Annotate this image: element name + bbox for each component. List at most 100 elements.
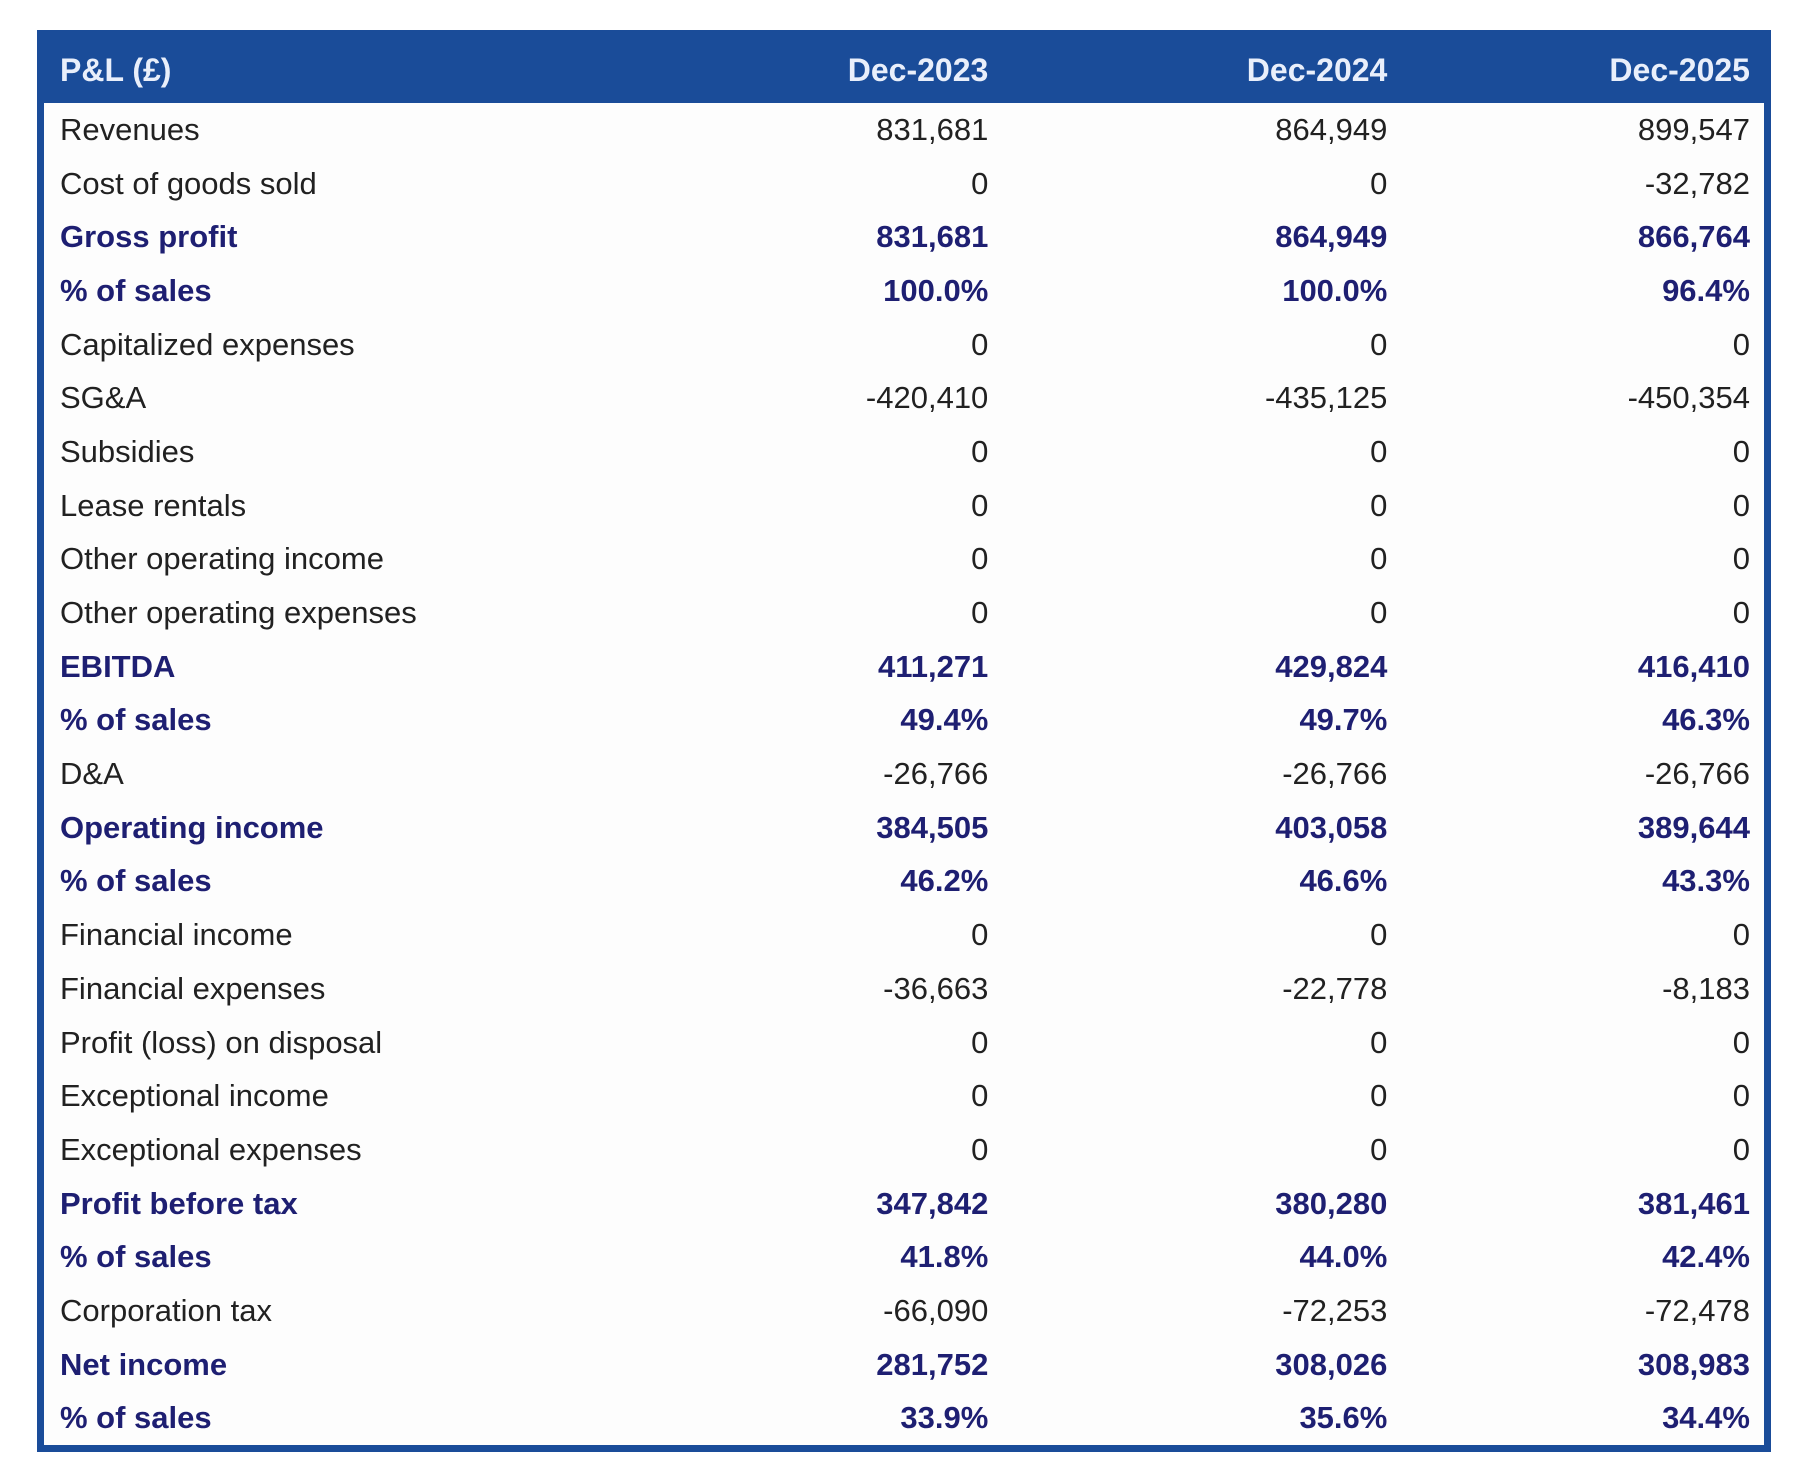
row-label: Financial income (60, 917, 293, 953)
cell-dec-2024: 0 (1370, 1078, 1388, 1114)
cell-dec-2024: -22,778 (1282, 970, 1388, 1006)
cell-dec-2024: 100.0% (1282, 272, 1388, 308)
row-label: EBITDA (60, 648, 176, 684)
cell-dec-2025: 0 (1732, 595, 1750, 631)
cell-dec-2023: 0 (971, 433, 989, 469)
cell-dec-2023: 384,505 (876, 809, 989, 845)
cell-dec-2024: 0 (1370, 1131, 1388, 1167)
cell-dec-2024: 864,949 (1275, 111, 1388, 147)
table-row: Corporation tax -66,090 -72,253 -72,478 (44, 1284, 1764, 1338)
cell-dec-2024: 864,949 (1275, 219, 1388, 255)
cell-dec-2023: -420,410 (865, 380, 989, 416)
row-label: Exceptional expenses (60, 1131, 362, 1167)
row-label: % of sales (60, 1239, 212, 1275)
row-label: Operating income (60, 809, 324, 845)
table-row: Financial expenses -36,663 -22,778 -8,18… (44, 962, 1764, 1016)
table-row: Profit (loss) on disposal 0 0 0 (44, 1016, 1764, 1070)
cell-dec-2023: 0 (971, 487, 989, 523)
table-row: % of sales 41.8% 44.0% 42.4% (44, 1230, 1764, 1284)
table-row: EBITDA 411,271 429,824 416,410 (44, 640, 1764, 694)
table-row: Other operating income 0 0 0 (44, 533, 1764, 587)
row-label: Financial expenses (60, 970, 326, 1006)
cell-dec-2025: 416,410 (1637, 648, 1750, 684)
cell-dec-2025: 0 (1732, 1078, 1750, 1114)
row-label: Other operating income (60, 541, 384, 577)
table-row: Lease rentals 0 0 0 (44, 479, 1764, 533)
row-label: Cost of goods sold (60, 165, 317, 201)
cell-dec-2023: 0 (971, 595, 989, 631)
cell-dec-2025: 0 (1732, 433, 1750, 469)
table-row: Exceptional income 0 0 0 (44, 1069, 1764, 1123)
table-row: % of sales 49.4% 49.7% 46.3% (44, 694, 1764, 748)
cell-dec-2025: -8,183 (1662, 970, 1750, 1006)
cell-dec-2023: 0 (971, 1024, 989, 1060)
cell-dec-2024: 0 (1370, 541, 1388, 577)
table-row: D&A -26,766 -26,766 -26,766 (44, 747, 1764, 801)
cell-dec-2023: 0 (971, 165, 989, 201)
row-label: % of sales (60, 702, 212, 738)
cell-dec-2025: 899,547 (1637, 111, 1750, 147)
row-label: Profit before tax (60, 1185, 298, 1221)
table-row: Revenues 831,681 864,949 899,547 (44, 103, 1764, 157)
table-row: % of sales 46.2% 46.6% 43.3% (44, 855, 1764, 909)
cell-dec-2025: 0 (1732, 1024, 1750, 1060)
row-label: Gross profit (60, 219, 238, 255)
cell-dec-2023: 0 (971, 1078, 989, 1114)
cell-dec-2024: 0 (1370, 433, 1388, 469)
row-label: Exceptional income (60, 1078, 329, 1114)
row-label: Net income (60, 1346, 228, 1382)
cell-dec-2025: 389,644 (1637, 809, 1750, 845)
cell-dec-2025: -32,782 (1644, 165, 1750, 201)
table-row: Exceptional expenses 0 0 0 (44, 1123, 1764, 1177)
cell-dec-2024: 0 (1370, 1024, 1388, 1060)
cell-dec-2023: 831,681 (876, 111, 989, 147)
cell-dec-2023: 347,842 (876, 1185, 989, 1221)
table-row: % of sales 33.9% 35.6% 34.4% (44, 1392, 1764, 1446)
cell-dec-2023: -36,663 (883, 970, 989, 1006)
cell-dec-2024: 49.7% (1299, 702, 1388, 738)
table-row: Net income 281,752 308,026 308,983 (44, 1338, 1764, 1392)
table-row: Other operating expenses 0 0 0 (44, 586, 1764, 640)
cell-dec-2023: 0 (971, 917, 989, 953)
cell-dec-2023: 33.9% (900, 1400, 989, 1436)
cell-dec-2024: 380,280 (1275, 1185, 1388, 1221)
cell-dec-2024: 308,026 (1275, 1346, 1388, 1382)
cell-dec-2023: 49.4% (900, 702, 989, 738)
cell-dec-2024: 403,058 (1275, 809, 1388, 845)
cell-dec-2023: 0 (971, 541, 989, 577)
cell-dec-2025: 43.3% (1662, 863, 1750, 899)
row-label: % of sales (60, 272, 212, 308)
cell-dec-2025: 866,764 (1637, 219, 1750, 255)
table-row: Financial income 0 0 0 (44, 908, 1764, 962)
table-row: Capitalized expenses 0 0 0 (44, 318, 1764, 372)
header-col-dec-2023: Dec-2023 (847, 51, 989, 88)
cell-dec-2023: 100.0% (883, 272, 989, 308)
cell-dec-2025: 308,983 (1637, 1346, 1750, 1382)
row-label: Subsidies (60, 433, 195, 469)
cell-dec-2024: 429,824 (1275, 648, 1388, 684)
cell-dec-2025: -26,766 (1644, 756, 1750, 792)
cell-dec-2024: 0 (1370, 487, 1388, 523)
cell-dec-2023: -26,766 (883, 756, 989, 792)
cell-dec-2023: 41.8% (900, 1239, 989, 1275)
cell-dec-2025: 34.4% (1662, 1400, 1750, 1436)
cell-dec-2023: 831,681 (876, 219, 989, 255)
cell-dec-2024: 0 (1370, 595, 1388, 631)
cell-dec-2023: 0 (971, 326, 989, 362)
table-row: Cost of goods sold 0 0 -32,782 (44, 157, 1764, 211)
cell-dec-2023: 0 (971, 1131, 989, 1167)
row-label: Lease rentals (60, 487, 247, 523)
cell-dec-2025: 0 (1732, 326, 1750, 362)
cell-dec-2024: 0 (1370, 326, 1388, 362)
cell-dec-2024: 44.0% (1299, 1239, 1388, 1275)
cell-dec-2023: -66,090 (883, 1292, 989, 1328)
header-col-dec-2024: Dec-2024 (1246, 51, 1388, 88)
row-label: Revenues (60, 111, 200, 147)
table-row: Profit before tax 347,842 380,280 381,46… (44, 1177, 1764, 1231)
cell-dec-2025: 96.4% (1662, 272, 1750, 308)
cell-dec-2024: -72,253 (1282, 1292, 1388, 1328)
row-label: Corporation tax (60, 1292, 272, 1328)
header-col-dec-2025: Dec-2025 (1609, 51, 1750, 88)
row-label: SG&A (60, 380, 147, 416)
header-title: P&L (£) (60, 51, 172, 88)
